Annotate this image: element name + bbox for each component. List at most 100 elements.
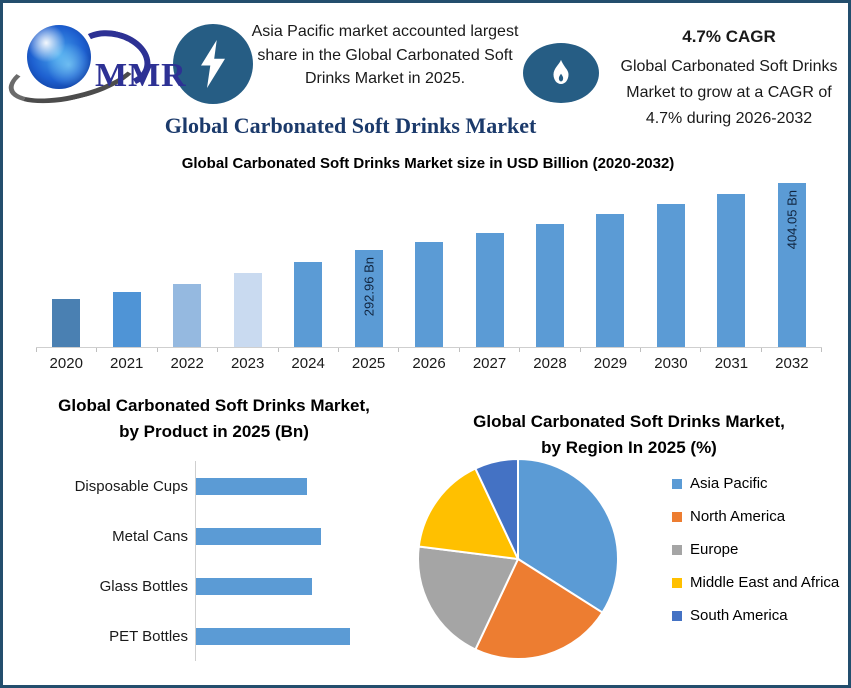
cagr-headline: 4.7% CAGR — [682, 27, 776, 46]
product-bar-track — [195, 611, 405, 661]
year-label-2032: 2032 — [775, 355, 809, 372]
bar-column-2030 — [641, 177, 701, 347]
flame-badge — [523, 43, 599, 103]
bar-column-2029 — [580, 177, 640, 347]
legend-swatch — [672, 478, 682, 489]
legend-label: South America — [690, 607, 788, 624]
bar-column-2024 — [278, 177, 338, 347]
page-title: Global Carbonated Soft Drinks Market — [164, 113, 537, 138]
legend-swatch — [672, 511, 682, 522]
bar-2020 — [52, 299, 81, 347]
legend-label: Europe — [690, 541, 739, 558]
product-chart-title-line2: by Product in 2025 (Bn) — [119, 422, 309, 441]
product-bar-chart: Global Carbonated Soft Drinks Market, by… — [23, 393, 405, 661]
bar-column-2028 — [520, 177, 580, 347]
cagr-block: 4.7% CAGR Global Carbonated Soft Drinks … — [609, 27, 848, 132]
x-tick — [97, 348, 158, 352]
bar-2027 — [475, 233, 504, 347]
year-label-2025: 2025 — [351, 355, 386, 372]
x-tick — [218, 348, 279, 352]
legend-swatch — [672, 577, 682, 588]
cagr-text: Global Carbonated Soft Drinks Market to … — [620, 58, 838, 127]
year-label-2020: 2020 — [49, 355, 83, 372]
legend-label: Asia Pacific — [690, 475, 768, 492]
product-label: Glass Bottles — [99, 577, 188, 595]
legend-label: Middle East and Africa — [690, 574, 840, 591]
pie-slice-middle-east-and-africa — [417, 467, 520, 561]
product-row: PET Bottles — [23, 611, 405, 661]
year-label-2027: 2027 — [472, 355, 507, 372]
x-tick — [701, 348, 762, 352]
flame-icon — [553, 59, 569, 84]
bar-2022 — [173, 284, 202, 347]
bar-column-2021 — [96, 177, 156, 347]
x-axis-labels: 2020 2021 2022 2023 2024 2025 2026 2027 2028 2029… — [36, 352, 822, 372]
bar-chart-title: Global Carbonated Soft Drinks Market siz… — [181, 155, 675, 172]
product-chart-title: Global Carbonated Soft Drinks Market, by… — [23, 393, 405, 445]
mmr-logo: MMR — [3, 15, 186, 115]
bar-column-2020 — [36, 177, 96, 347]
bar-column-2032: 404.05 Bn — [762, 177, 822, 347]
x-tick — [279, 348, 339, 352]
bar-data-label-2032: 404.05 Bn — [784, 190, 800, 250]
region-pie-chart: Global Carbonated Soft Drinks Market, by… — [408, 405, 848, 660]
x-tick — [520, 348, 581, 352]
legend-swatch — [672, 610, 682, 621]
product-label: Metal Cans — [112, 527, 188, 545]
legend-swatch — [672, 544, 682, 555]
product-row: Glass Bottles — [23, 561, 405, 611]
product-bar-track — [195, 561, 405, 611]
x-tick — [581, 348, 641, 352]
bar-column-2023 — [217, 177, 277, 347]
year-label-2031: 2031 — [714, 355, 749, 372]
product-rows: Disposable Cups Metal Cans Glass Bottles PE… — [23, 461, 405, 661]
year-label-2026: 2026 — [412, 355, 446, 372]
bar-2029 — [596, 214, 625, 347]
logo-text: MMR — [95, 57, 187, 94]
product-label: Disposable Cups — [74, 477, 188, 495]
x-tick — [158, 348, 219, 352]
globe-icon — [27, 25, 91, 89]
x-axis-ticks — [36, 348, 823, 352]
x-tick — [641, 348, 702, 352]
legend-item: Asia Pacific — [672, 473, 839, 494]
bar-2028 — [535, 224, 564, 347]
market-size-bar-chart: 292.96 Bn 404.05 Bn 2020 2021 2022 2023 2024 2… — [36, 177, 823, 372]
legend-item: Europe — [672, 539, 839, 560]
lightning-badge — [173, 24, 253, 104]
x-axis-line — [36, 347, 822, 348]
product-bar-pet-bottles — [196, 627, 350, 645]
pie-slice-south-america — [474, 457, 519, 560]
bar-2023 — [233, 273, 262, 347]
x-tick — [399, 348, 460, 352]
pie-slice-europe — [417, 545, 520, 651]
bar-2032: 404.05 Bn — [777, 183, 806, 347]
legend-item: North America — [672, 506, 839, 527]
legend-label: North America — [690, 508, 786, 525]
product-bar-track — [195, 461, 405, 511]
legend-item: South America — [672, 605, 839, 626]
product-bar-metal-cans — [196, 527, 321, 545]
year-label-2028: 2028 — [533, 355, 567, 372]
year-label-2030: 2030 — [654, 355, 688, 372]
bar-2031 — [717, 194, 746, 347]
highlight-text: Asia Pacific market accounted largest sh… — [251, 23, 519, 87]
bars-area: 292.96 Bn 404.05 Bn — [36, 177, 822, 347]
bar-2026 — [415, 242, 444, 347]
product-label: PET Bottles — [109, 627, 188, 645]
bar-2024 — [294, 262, 323, 347]
x-tick — [460, 348, 521, 352]
year-label-2023: 2023 — [230, 355, 265, 372]
pie-legend: Asia Pacific North America Europe Middle Ea… — [672, 473, 839, 638]
bar-column-2027 — [459, 177, 519, 347]
bar-2021 — [112, 292, 141, 347]
product-bar-track — [195, 511, 405, 561]
x-tick — [762, 348, 823, 352]
year-label-2029: 2029 — [593, 355, 628, 372]
lightning-icon — [201, 40, 225, 88]
product-chart-title-line1: Global Carbonated Soft Drinks Market, — [58, 396, 370, 415]
region-chart-title-line1: Global Carbonated Soft Drinks Market, — [473, 412, 785, 431]
bar-column-2026 — [399, 177, 459, 347]
product-row: Disposable Cups — [23, 461, 405, 511]
